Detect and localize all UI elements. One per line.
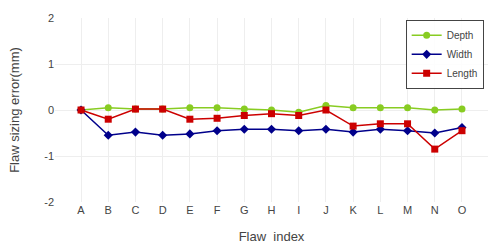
svg-text:-1: -1	[44, 150, 54, 162]
svg-text:Length: Length	[447, 68, 478, 79]
svg-text:J: J	[323, 204, 329, 216]
svg-text:Depth: Depth	[447, 30, 474, 41]
svg-text:N: N	[431, 204, 439, 216]
svg-text:2: 2	[48, 12, 54, 24]
svg-text:K: K	[349, 204, 357, 216]
svg-text:I: I	[297, 204, 300, 216]
svg-text:A: A	[77, 204, 85, 216]
svg-text:-2: -2	[44, 196, 54, 208]
svg-text:0: 0	[48, 104, 54, 116]
svg-text:E: E	[186, 204, 193, 216]
svg-text:B: B	[105, 204, 112, 216]
svg-text:G: G	[240, 204, 249, 216]
svg-text:O: O	[458, 204, 467, 216]
svg-text:D: D	[159, 204, 167, 216]
svg-text:Width: Width	[447, 49, 473, 60]
svg-text:1: 1	[48, 58, 54, 70]
svg-text:C: C	[131, 204, 139, 216]
svg-text:M: M	[403, 204, 412, 216]
svg-text:H: H	[268, 204, 276, 216]
svg-text:F: F	[214, 204, 221, 216]
svg-text:Flaw sizing error(mm): Flaw sizing error(mm)	[7, 47, 22, 173]
svg-text:Flaw index: Flaw index	[239, 229, 305, 244]
svg-text:L: L	[377, 204, 383, 216]
